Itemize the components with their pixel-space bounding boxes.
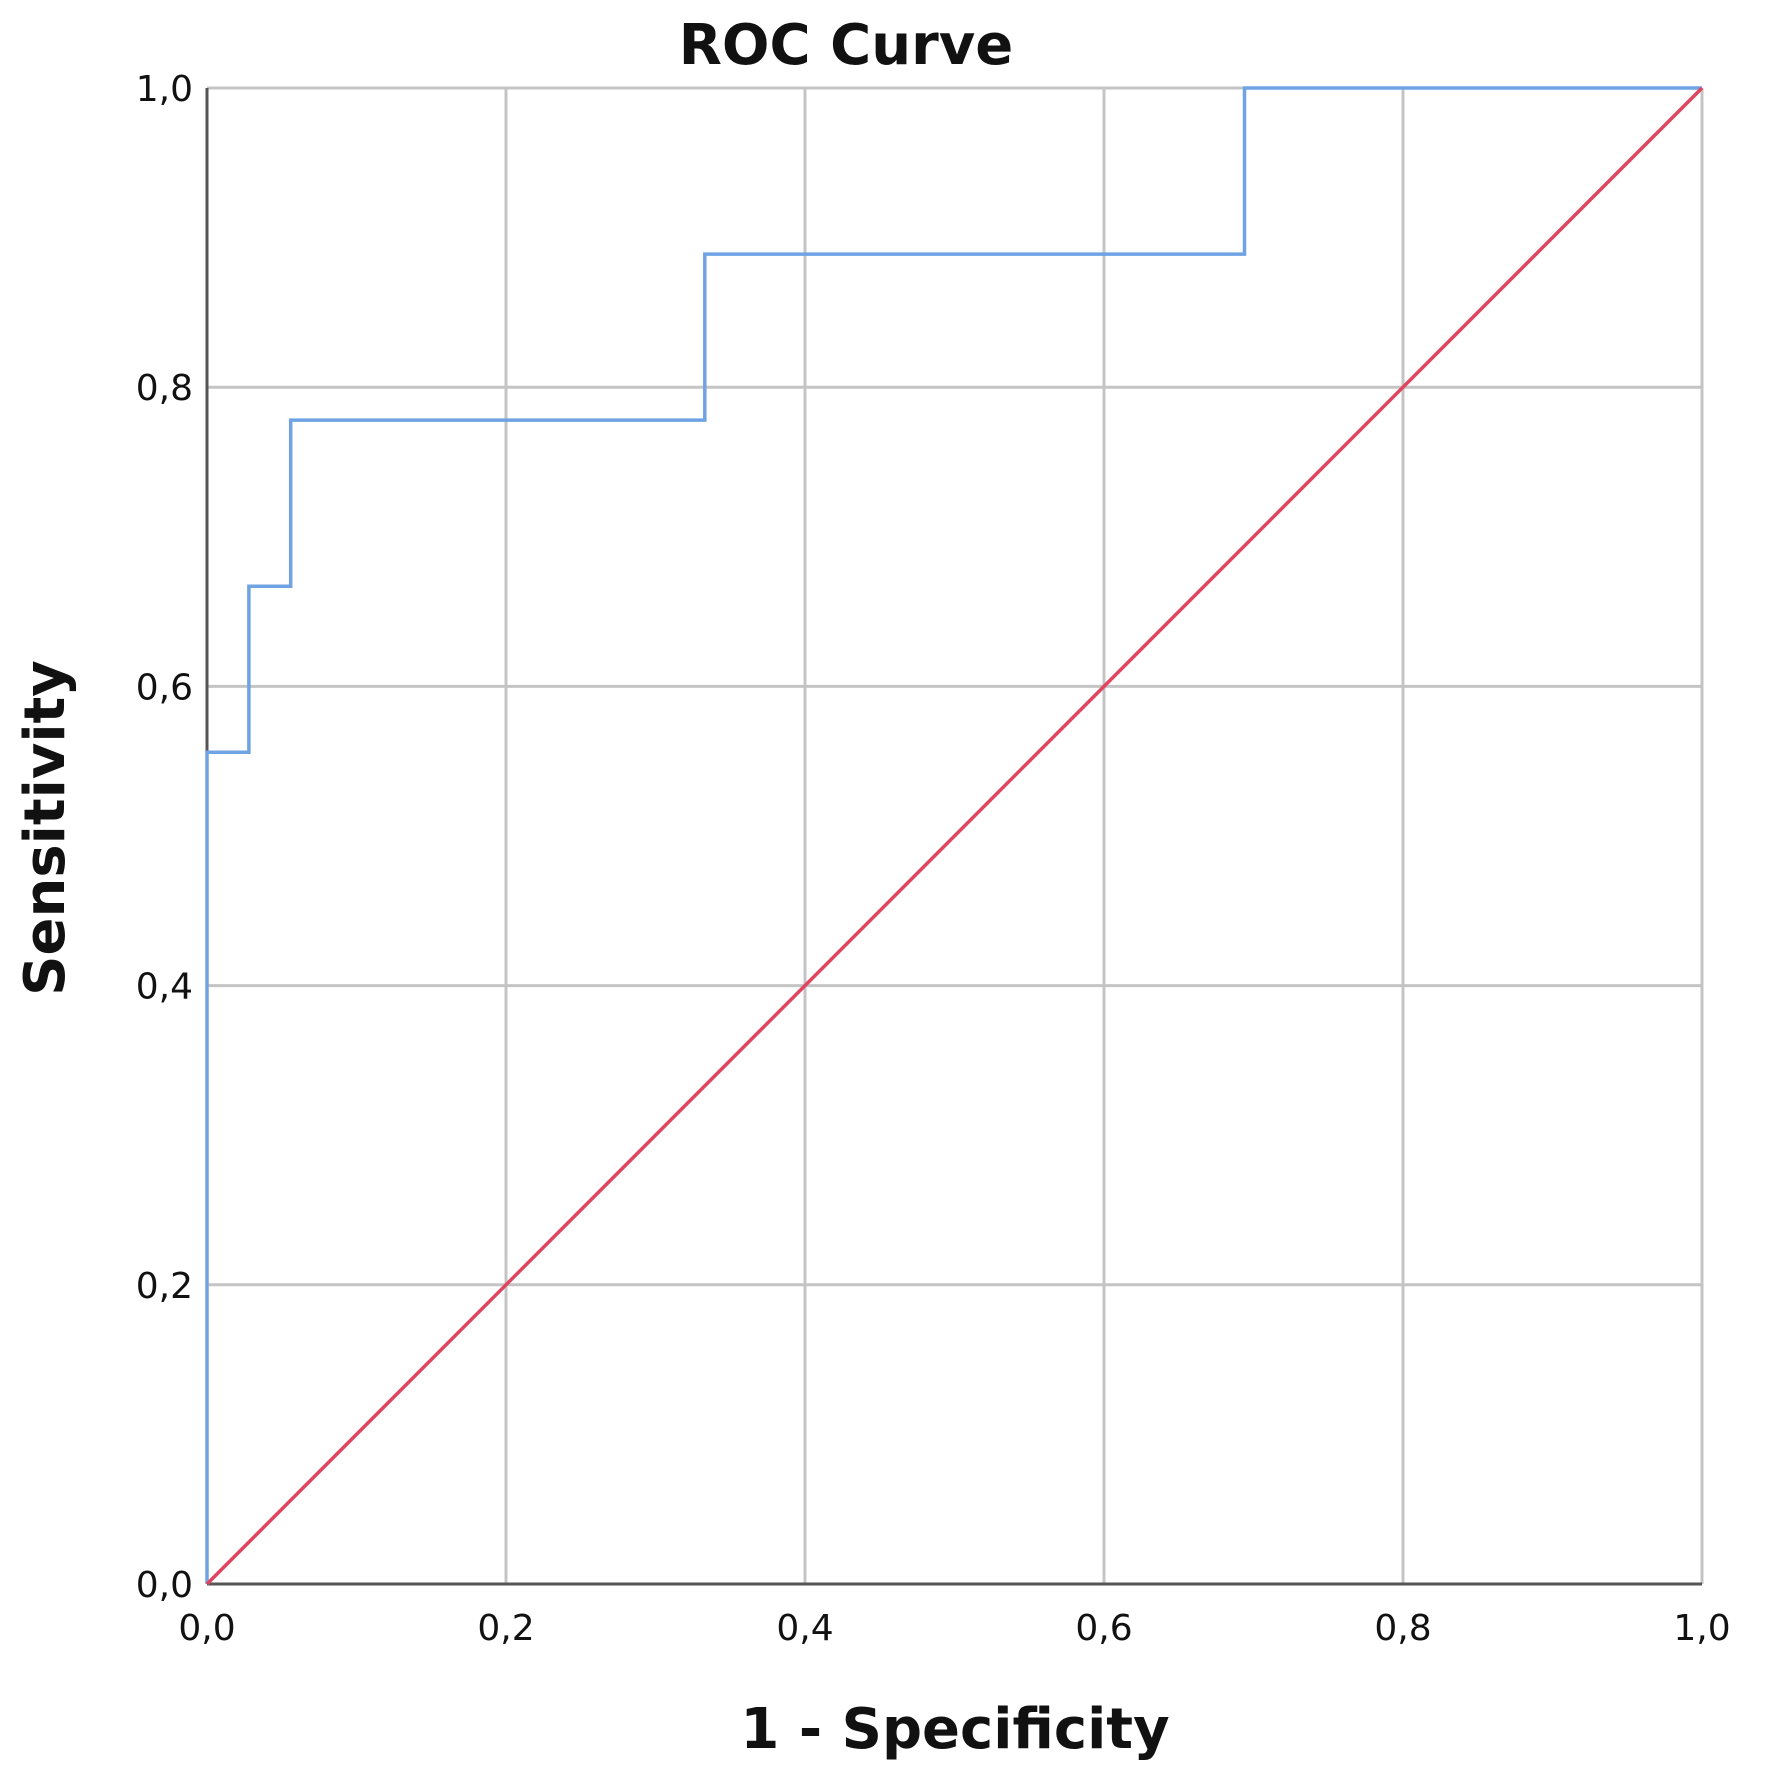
y-tick-label: 0,0 — [136, 1565, 193, 1606]
series-layer — [205, 86, 1704, 1586]
y-tick-label: 0,4 — [136, 967, 193, 1008]
y-axis-label: Sensitivity — [13, 660, 78, 996]
reference-diagonal-line — [205, 86, 1704, 1586]
x-tick-label: 1,0 — [1673, 1608, 1730, 1649]
x-tick-label: 0,4 — [776, 1608, 833, 1649]
y-tick-label: 0,8 — [136, 368, 193, 409]
y-tick-label: 0,6 — [136, 667, 193, 708]
y-tick-label: 0,2 — [136, 1266, 193, 1307]
x-axis-label: 1 - Specificity — [740, 1697, 1169, 1762]
roc-curve-line — [205, 86, 1702, 1584]
y-tick-label: 1,0 — [136, 69, 193, 110]
x-tick-label: 0,0 — [178, 1608, 235, 1649]
x-tick-label: 0,6 — [1075, 1608, 1132, 1649]
tick-labels: 0,0 0,2 0,4 0,6 0,8 1,0 0,0 0,2 0,4 0,6 0,8 1,0 — [136, 69, 1731, 1649]
chart-title: ROC Curve — [679, 13, 1013, 78]
x-tick-label: 0,8 — [1374, 1608, 1431, 1649]
x-tick-label: 0,2 — [477, 1608, 534, 1649]
